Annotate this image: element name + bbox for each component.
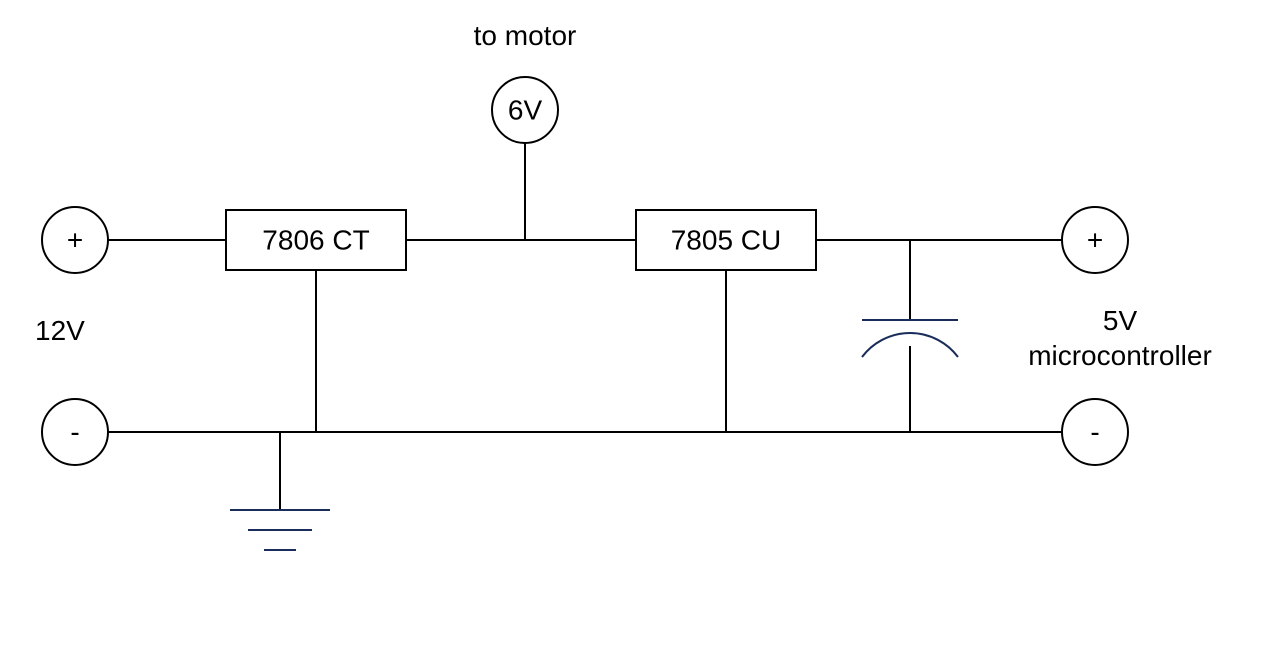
terminal-in-negative-text: - bbox=[70, 416, 79, 447]
terminal-out-negative-text: - bbox=[1090, 416, 1099, 447]
capacitor bbox=[862, 240, 958, 432]
terminal-motor-text: 6V bbox=[508, 94, 543, 125]
terminal-in-negative: - bbox=[42, 399, 108, 465]
label-output-bottom: microcontroller bbox=[1028, 340, 1212, 371]
ground-symbol bbox=[230, 432, 330, 550]
terminal-in-positive: + bbox=[42, 207, 108, 273]
regulator-7806: 7806 CT bbox=[226, 210, 406, 270]
terminal-in-positive-text: + bbox=[67, 224, 83, 255]
label-input-voltage: 12V bbox=[35, 315, 85, 346]
terminal-motor: 6V bbox=[492, 77, 558, 143]
regulator-7805-label: 7805 CU bbox=[671, 224, 782, 255]
regulator-7805: 7805 CU bbox=[636, 210, 816, 270]
terminal-out-positive-text: + bbox=[1087, 224, 1103, 255]
terminal-out-positive: + bbox=[1062, 207, 1128, 273]
label-motor: to motor bbox=[474, 20, 577, 51]
regulator-7806-label: 7806 CT bbox=[262, 224, 369, 255]
terminal-out-negative: - bbox=[1062, 399, 1128, 465]
label-output-top: 5V bbox=[1103, 305, 1138, 336]
